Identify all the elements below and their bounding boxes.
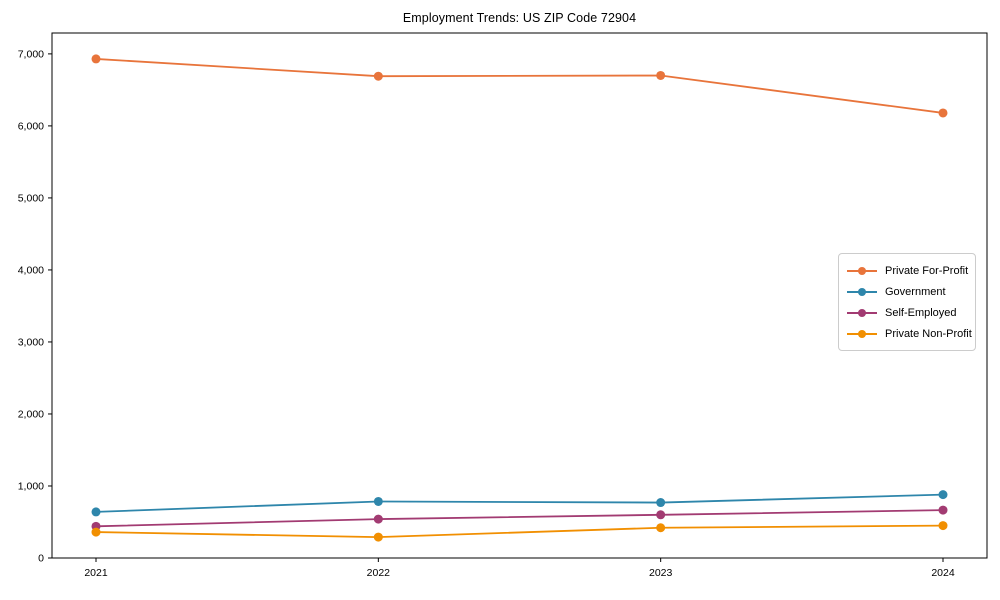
legend-item: Private For-Profit <box>847 260 969 281</box>
data-point <box>373 496 383 506</box>
x-tick-label: 2023 <box>649 567 673 579</box>
legend-marker-icon <box>847 308 877 318</box>
x-tick-label: 2024 <box>931 567 955 579</box>
y-tick-label: 6,000 <box>18 120 44 132</box>
y-tick-label: 7,000 <box>18 48 44 60</box>
legend: Private For-Profit Government Self-Employe… <box>838 253 976 351</box>
x-tick-label: 2022 <box>367 567 391 579</box>
legend-item: Private Non-Profit <box>847 323 972 344</box>
y-tick-label: 5,000 <box>18 192 44 204</box>
data-point <box>91 527 101 537</box>
data-point <box>656 498 666 508</box>
data-point <box>938 505 948 515</box>
data-point <box>373 71 383 81</box>
data-point <box>656 70 666 80</box>
legend-label: Self-Employed <box>885 306 957 319</box>
legend-marker-icon <box>847 287 877 297</box>
legend-item: Self-Employed <box>847 302 969 323</box>
plot-border <box>51 32 988 559</box>
legend-marker-icon <box>847 266 877 276</box>
series-line <box>95 493 944 513</box>
y-tick-label: 4,000 <box>18 264 44 276</box>
data-point <box>938 521 948 531</box>
data-point <box>938 490 948 500</box>
series-line <box>95 509 944 528</box>
data-point <box>656 523 666 533</box>
x-tick-label: 2021 <box>84 567 108 579</box>
data-point <box>938 108 948 118</box>
y-tick-label: 2,000 <box>18 408 44 420</box>
series-line <box>95 58 944 114</box>
data-point <box>91 54 101 64</box>
y-tick-label: 1,000 <box>18 480 44 492</box>
data-point <box>91 507 101 517</box>
legend-label: Government <box>885 285 946 298</box>
data-point <box>656 510 666 520</box>
data-point <box>373 532 383 542</box>
legend-label: Private Non-Profit <box>885 327 972 340</box>
legend-marker-icon <box>847 329 877 339</box>
data-point <box>373 514 383 524</box>
legend-label: Private For-Profit <box>885 264 969 277</box>
legend-item: Government <box>847 281 969 302</box>
y-tick-label: 3,000 <box>18 336 44 348</box>
series-line <box>95 524 944 539</box>
y-tick-label: 0 <box>38 553 44 565</box>
chart-title: Employment Trends: US ZIP Code 72904 <box>402 11 637 25</box>
